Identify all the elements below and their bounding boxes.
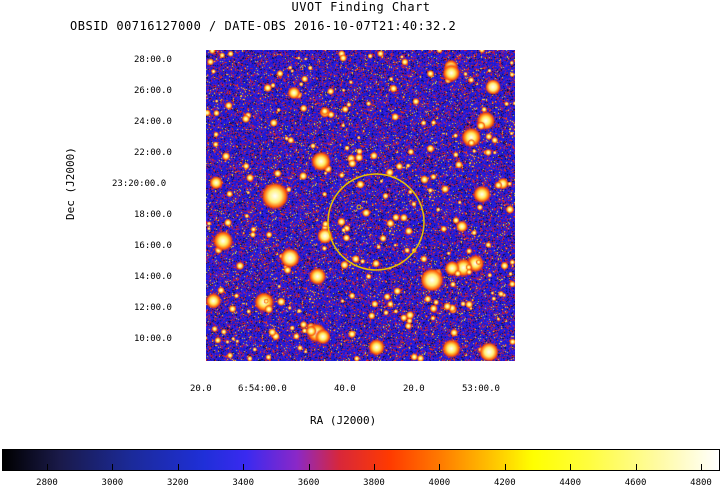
y-axis-label-text: Dec (J2000): [64, 147, 77, 220]
colorbar-tick-label: 2800: [36, 478, 58, 488]
target-marker: [356, 204, 362, 210]
ytick-label: 10:00.0: [134, 334, 172, 344]
ytick-label: 24:00.0: [134, 117, 172, 127]
colorbar-tick-label: 4000: [428, 478, 451, 488]
ytick-label: 12:00.0: [134, 303, 172, 313]
colorbar-tick-label: 4400: [559, 478, 582, 488]
colorbar-tick-mark: [308, 464, 310, 470]
colorbar-tick-mark: [374, 464, 375, 470]
ytick-label: 22:00.0: [134, 148, 172, 158]
xtick-label: 6:54:00.0: [238, 384, 287, 394]
colorbar-tick-label: 3400: [232, 478, 255, 488]
colorbar-tick-mark: [701, 464, 702, 470]
ytick-label: 14:00.0: [134, 272, 172, 282]
ytick-label: 18:00.0: [134, 210, 172, 220]
xtick-label: 20.0: [190, 384, 212, 394]
colorbar-tick-mark: [243, 464, 245, 470]
colorbar-tick-mark: [635, 464, 637, 470]
y-axis-label: Dec (J2000): [64, 147, 77, 220]
colorbar-tick-mark: [47, 464, 48, 470]
ytick-label: 16:00.0: [134, 241, 172, 251]
colorbar-tick-mark: [570, 464, 572, 470]
error-circle: [327, 173, 425, 271]
colorbar-tick-mark: [112, 464, 114, 470]
colorbar-tick-mark: [177, 464, 179, 470]
colorbar-tick-label: 3800: [363, 478, 385, 488]
colorbar-tick-label: 3600: [297, 478, 320, 488]
colorbar-tick-label: 3000: [101, 478, 124, 488]
colorbar-tick-mark: [439, 464, 441, 470]
xtick-label: 20.0: [403, 384, 425, 394]
xtick-label: 40.0: [334, 384, 356, 394]
colorbar-tick-mark: [504, 464, 506, 470]
chart-title: UVOT Finding Chart: [291, 0, 431, 14]
ytick-label: 28:00.0: [134, 55, 172, 65]
colorbar: [2, 449, 720, 471]
ytick-label: 26:00.0: [134, 86, 172, 96]
chart-subtitle: OBSID 00716127000 / DATE-OBS 2016-10-07T…: [70, 19, 457, 33]
ytick-label: 23:20:00.0: [112, 179, 167, 189]
target-overlay: [327, 173, 425, 271]
x-axis-label: RA (J2000): [310, 414, 377, 427]
colorbar-tick-label: 4600: [624, 478, 647, 488]
colorbar-tick-label: 4200: [493, 478, 516, 488]
xtick-label: 53:00.0: [462, 384, 500, 394]
colorbar-tick-label: 3200: [166, 478, 189, 488]
finding-chart-image: [206, 50, 515, 361]
colorbar-tick-label: 4800: [690, 478, 712, 488]
